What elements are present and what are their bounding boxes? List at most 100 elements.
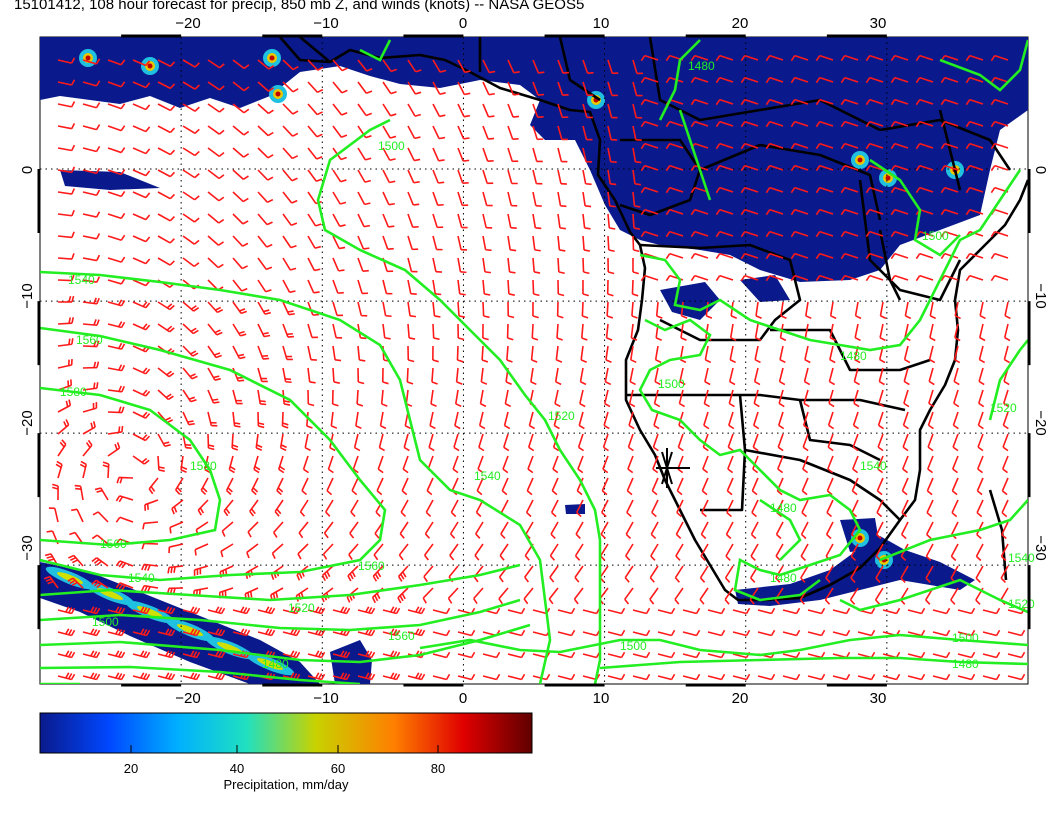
wind-barb: [840, 274, 859, 282]
wind-barb: [507, 191, 518, 207]
wind-barb: [157, 257, 175, 266]
wind-barb: [915, 98, 934, 106]
wind-barb: [624, 565, 634, 583]
wind-barb: [929, 301, 937, 320]
wind-barb: [207, 59, 225, 69]
wind-barb: [882, 673, 901, 681]
wind-barb: [504, 389, 512, 408]
wind-barb: [807, 607, 826, 615]
wind-barb: [603, 389, 611, 408]
wind-barb: [606, 301, 614, 319]
wind-barb: [432, 629, 451, 637]
wind-barb: [482, 213, 493, 229]
wind-barb: [790, 98, 809, 106]
wind-barb: [682, 651, 701, 659]
wind-barb: [532, 125, 544, 141]
wind-barb: [654, 367, 661, 386]
wind-barb: [57, 79, 76, 86]
wind-barb: [507, 279, 515, 296]
contour-label: 1540: [860, 459, 887, 473]
wind-barb: [375, 499, 384, 517]
wind-barb: [902, 433, 909, 452]
wind-barb: [825, 565, 834, 583]
wind-barb: [857, 629, 876, 637]
colorbar-tick-label: 80: [431, 761, 445, 776]
wind-barb: [482, 125, 495, 140]
wind-barb: [627, 433, 634, 452]
contour-label: 1500: [922, 229, 949, 243]
wind-barb: [255, 433, 263, 451]
wind-barb: [132, 59, 151, 67]
wind-barb: [257, 323, 271, 338]
wind-barb: [157, 213, 176, 222]
wind-barb: [57, 628, 76, 637]
wind-barb: [452, 455, 459, 474]
wind-barb: [428, 433, 435, 452]
colorbar-tick-label: 40: [230, 761, 244, 776]
wind-barb: [357, 147, 372, 161]
wind-barb: [455, 367, 463, 385]
wind-barb: [853, 367, 860, 386]
wind-barb: [457, 191, 469, 207]
wind-barb: [207, 650, 226, 659]
wind-barb: [740, 186, 759, 194]
wind-barb: [755, 301, 762, 319]
wind-barb: [326, 477, 334, 496]
wind-barb: [752, 411, 760, 430]
wind-barb: [726, 499, 734, 518]
wind-barb: [854, 323, 861, 342]
wind-barb: [107, 234, 126, 241]
wind-barb: [732, 673, 751, 681]
wind-barb: [307, 147, 323, 160]
wind-barb: [606, 279, 614, 297]
wind-barb: [432, 673, 451, 681]
wind-barb: [907, 629, 926, 637]
colorbar-tick-label: 20: [124, 761, 138, 776]
wind-barb: [297, 543, 309, 560]
wind-barb: [715, 120, 734, 128]
wind-barb: [576, 477, 584, 496]
wind-barb: [532, 213, 542, 230]
wind-barb: [357, 650, 376, 659]
wind-barb: [532, 257, 541, 274]
wind-barb: [182, 628, 201, 637]
wind-barb: [574, 565, 584, 583]
wind-barb: [221, 521, 234, 537]
wind-barb: [82, 58, 101, 65]
wind-barb: [929, 323, 936, 342]
wind-barb: [91, 557, 109, 567]
wind-barb: [257, 628, 276, 637]
wind-barb: [657, 673, 676, 681]
wind-barb: [332, 213, 346, 228]
wind-barb: [57, 358, 73, 369]
wind-barb: [407, 257, 418, 273]
wind-barb: [832, 673, 851, 681]
wind-barb: [532, 169, 543, 185]
country-border: [299, 37, 331, 63]
wind-barb: [852, 433, 859, 452]
wind-barb: [332, 235, 346, 250]
wind-barb: [430, 389, 437, 407]
wind-barb: [332, 367, 340, 384]
wind-barb: [807, 629, 826, 637]
wind-barb: [702, 433, 709, 452]
wind-barb: [740, 230, 759, 238]
wind-barb: [532, 673, 551, 681]
wind-barb: [253, 455, 261, 474]
wind-barb: [957, 629, 976, 637]
wind-barb: [132, 650, 151, 659]
wind-barb: [182, 103, 200, 112]
wind-barb: [882, 607, 901, 615]
wind-barb: [350, 499, 359, 517]
wind-barb: [632, 213, 641, 230]
wind-barb: [43, 575, 59, 589]
wind-barb: [282, 345, 293, 361]
wind-barb: [456, 345, 464, 363]
wind-barb: [640, 164, 659, 172]
wind-barbs: [43, 54, 1026, 681]
wind-barb: [115, 582, 134, 591]
wind-barb: [282, 650, 301, 659]
wind-barb: [690, 98, 709, 106]
wind-barb: [665, 252, 684, 260]
wind-barb: [524, 565, 534, 583]
